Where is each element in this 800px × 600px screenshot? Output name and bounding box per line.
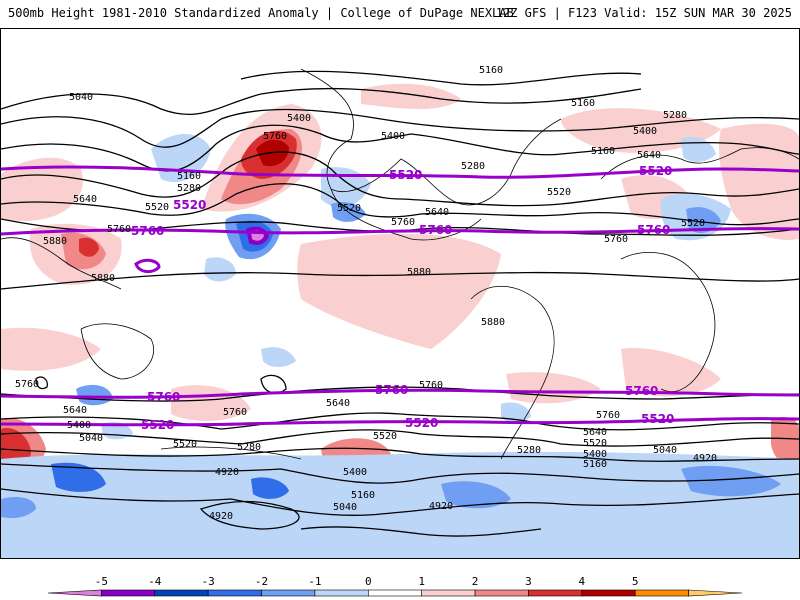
contour-label: 5280 <box>663 110 687 121</box>
colorbar <box>0 570 800 600</box>
colorbar-swatch <box>47 589 102 597</box>
contour-label: 5760 <box>223 407 247 418</box>
thick-contour-label: 5520 <box>405 416 438 430</box>
contour-label: 5760 <box>15 379 39 390</box>
colorbar-tick-label: 2 <box>471 575 479 588</box>
colorbar-swatch <box>314 589 369 597</box>
contour-label: 5160 <box>177 171 201 182</box>
contour-label: 5760 <box>604 234 628 245</box>
contour-label: 5520 <box>173 439 197 450</box>
contour-label: 5040 <box>653 445 677 456</box>
contour-label: 5400 <box>381 131 405 142</box>
contour-label: 5400 <box>583 449 607 460</box>
contour-label: 5880 <box>481 317 505 328</box>
contour-label: 5280 <box>461 161 485 172</box>
colorbar-blocks <box>47 589 743 597</box>
contour-label: 5880 <box>407 267 431 278</box>
colorbar-swatch <box>528 589 583 597</box>
negative-anomaly-shading <box>1 134 799 558</box>
contour-label: 5880 <box>43 236 67 247</box>
height-contours <box>1 70 799 537</box>
contour-label: 5640 <box>425 207 449 218</box>
contour-label: 5400 <box>633 126 657 137</box>
contour-label: 5520 <box>583 438 607 449</box>
colorbar-swatch <box>474 589 529 597</box>
contour-label: 5520 <box>145 202 169 213</box>
thick-contour-label: 5760 <box>625 384 658 398</box>
contour-label: 5400 <box>67 420 91 431</box>
contour-label: 4920 <box>693 453 717 464</box>
contour-labels: 5040 5160 5160 5400 5400 5400 5280 5280 … <box>15 65 717 522</box>
colorbar-swatch <box>261 589 316 597</box>
contour-label: 4920 <box>209 511 233 522</box>
model-valid-time: 12Z GFS | F123 Valid: 15Z SUN MAR 30 202… <box>495 6 792 20</box>
colorbar-swatch <box>634 589 689 597</box>
contour-label: 5520 <box>547 187 571 198</box>
map-title: 500mb Height 1981-2010 Standardized Anom… <box>8 6 514 20</box>
colorbar-tick-label: -4 <box>148 575 162 588</box>
contour-label: 5640 <box>583 427 607 438</box>
thick-contour-label: 5760 <box>375 383 408 397</box>
thick-contour-label: 5520 <box>173 198 206 212</box>
contour-label: 4920 <box>215 467 239 478</box>
contour-label: 5160 <box>479 65 503 76</box>
contour-label: 5040 <box>79 433 103 444</box>
thick-contour-label: 5760 <box>419 223 452 237</box>
contour-label: 5760 <box>263 131 287 142</box>
colorbar-swatch <box>688 589 743 597</box>
thick-contour-labels: 5520 5520 5520 5760 5760 5760 5760 5760 … <box>131 164 674 432</box>
contour-label: 5640 <box>63 405 87 416</box>
contour-label: 5520 <box>337 203 361 214</box>
colorbar-swatch <box>207 589 262 597</box>
thick-contour-label: 5760 <box>131 224 164 238</box>
map-panel: 5040 5160 5160 5400 5400 5400 5280 5280 … <box>0 28 800 559</box>
contour-label: 5640 <box>637 150 661 161</box>
contour-label: 5160 <box>351 490 375 501</box>
colorbar-swatch <box>154 589 209 597</box>
colorbar-tick-label: 4 <box>578 575 586 588</box>
contour-label: 5160 <box>571 98 595 109</box>
colorbar-tick-label: -1 <box>308 575 322 588</box>
colorbar-swatch <box>101 589 156 597</box>
contour-label: 5280 <box>237 442 261 453</box>
thick-contour-label: 5520 <box>639 164 672 178</box>
colorbar-tick-label: 5 <box>631 575 639 588</box>
contour-label: 5160 <box>583 459 607 470</box>
thick-contour-label: 5520 <box>389 168 422 182</box>
contour-label: 5280 <box>517 445 541 456</box>
contour-label: 4920 <box>429 501 453 512</box>
thick-contours <box>1 165 799 427</box>
colorbar-tick-label: 0 <box>364 575 372 588</box>
contour-label: 5040 <box>333 502 357 513</box>
contour-label: 5520 <box>373 431 397 442</box>
contour-label: 5640 <box>73 194 97 205</box>
contour-label: 5400 <box>343 467 367 478</box>
colorbar-tick-label: 3 <box>525 575 532 588</box>
colorbar-swatch <box>368 589 422 597</box>
colorbar-tick-label: -5 <box>94 575 108 588</box>
contour-label: 5760 <box>419 380 443 391</box>
thick-contour-label: 5760 <box>637 223 670 237</box>
contour-label: 5520 <box>681 218 705 229</box>
colorbar-tick-label: -2 <box>254 575 269 588</box>
thick-contour-label: 5520 <box>141 418 174 432</box>
colorbar-swatch <box>581 589 636 597</box>
map-canvas: 5040 5160 5160 5400 5400 5400 5280 5280 … <box>1 65 799 558</box>
colorbar-tick-label: -3 <box>201 575 215 588</box>
contour-label: 5640 <box>326 398 350 409</box>
colorbar-strip <box>47 589 743 597</box>
contour-label: 5760 <box>596 410 620 421</box>
contour-label: 5280 <box>177 183 201 194</box>
colorbar-swatch <box>421 589 476 597</box>
colorbar-tick-label: 1 <box>418 575 425 588</box>
contour-label: 5040 <box>69 92 93 103</box>
contour-label: 5760 <box>107 224 131 235</box>
contour-label: 5880 <box>91 273 115 284</box>
header: 500mb Height 1981-2010 Standardized Anom… <box>0 0 800 28</box>
contour-label: 5160 <box>591 146 615 157</box>
thick-contour-label: 5760 <box>147 390 180 404</box>
contour-label: 5760 <box>391 217 415 228</box>
thick-contour-label: 5520 <box>641 412 674 426</box>
contour-label: 5400 <box>287 113 311 124</box>
